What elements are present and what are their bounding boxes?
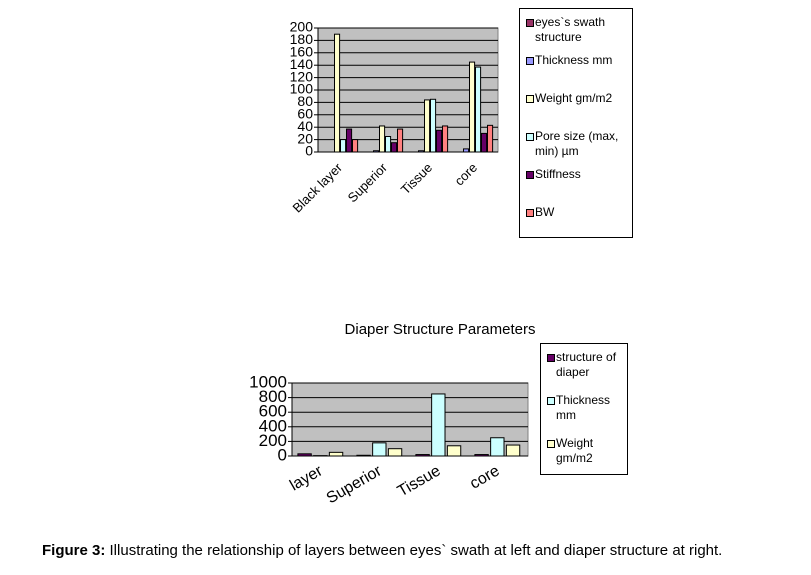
legend-label: structure of diaper xyxy=(556,350,617,379)
legend-swatch xyxy=(526,57,534,65)
legend-swatch xyxy=(547,440,555,448)
bar xyxy=(356,454,371,457)
bar xyxy=(442,125,449,153)
caption-label: Figure 3: xyxy=(42,542,106,559)
bar xyxy=(430,98,437,153)
bar xyxy=(475,66,482,153)
x-tick-label: core xyxy=(467,462,503,492)
x-tick-label: layer xyxy=(287,462,326,494)
bar xyxy=(463,148,470,153)
y-tick-label: 400 xyxy=(259,416,287,435)
legend-entry: Pore size (max, min) µm xyxy=(526,129,628,159)
bar xyxy=(446,445,462,457)
legend-label: Pore size (max, min) µm xyxy=(535,129,619,158)
y-tick-label: 180 xyxy=(290,31,314,47)
x-tick-label: Superior xyxy=(345,159,391,205)
y-tick-label: 600 xyxy=(259,402,287,421)
legend-swatch xyxy=(526,95,534,103)
bar xyxy=(418,150,425,153)
legend-label: Stiffness xyxy=(535,167,581,181)
y-tick-label: 100 xyxy=(290,81,314,97)
legend-label: BW xyxy=(535,205,555,219)
legend-entry: Weight gm/m2 xyxy=(526,91,628,106)
bar xyxy=(352,139,359,153)
bar xyxy=(391,142,398,153)
bar xyxy=(340,139,347,153)
legend: structure of diaper Thickness mm Weight gm… xyxy=(540,343,628,475)
legend-label: Thickness mm xyxy=(535,53,613,67)
bar xyxy=(487,124,494,153)
bar xyxy=(346,128,353,153)
bar xyxy=(505,444,521,457)
y-tick-label: 140 xyxy=(290,56,314,72)
chart-title: Diaper Structure Parameters xyxy=(345,321,536,338)
y-tick-label: 120 xyxy=(290,68,314,84)
bar xyxy=(481,132,488,153)
bar xyxy=(490,437,505,457)
legend-swatch xyxy=(526,133,534,141)
x-tick-label: Tissue xyxy=(398,160,435,197)
bar xyxy=(334,33,341,153)
y-tick-label: 800 xyxy=(259,387,287,406)
y-tick-label: 80 xyxy=(297,93,313,109)
legend-label: Thickness mm xyxy=(556,393,611,422)
bar xyxy=(397,128,404,153)
legend-swatch xyxy=(526,209,534,217)
y-tick-label: 60 xyxy=(297,106,313,122)
x-tick-label: core xyxy=(452,160,480,188)
bar xyxy=(373,150,380,153)
bar xyxy=(431,393,446,457)
legend-label: eyes`s swath structure xyxy=(535,15,606,44)
x-tick-label: Superior xyxy=(324,462,385,507)
legend-entry: Thickness mm xyxy=(526,53,628,68)
bar xyxy=(297,453,312,457)
legend: eyes`s swath structure Thickness mm Weight… xyxy=(519,8,633,238)
y-tick-label: 1000 xyxy=(249,372,287,391)
legend-entry: BW xyxy=(526,205,628,220)
y-tick-label: 20 xyxy=(297,130,313,146)
bar xyxy=(424,99,431,153)
legend-swatch xyxy=(547,397,555,405)
bar xyxy=(469,61,476,153)
bar xyxy=(328,451,344,457)
bar xyxy=(385,136,392,153)
bar xyxy=(436,129,443,153)
bar xyxy=(372,442,387,457)
y-tick-label: 0 xyxy=(305,143,313,159)
legend-label: Weight gm/m2 xyxy=(556,436,594,465)
bar xyxy=(474,454,489,457)
y-tick-label: 160 xyxy=(290,44,314,60)
legend-entry: Thickness mm xyxy=(547,393,623,423)
y-tick-label: 200 xyxy=(259,431,287,450)
legend-entry: Weight gm/m2 xyxy=(547,436,623,466)
y-tick-label: 0 xyxy=(278,445,287,464)
bar xyxy=(387,448,403,457)
legend-swatch xyxy=(526,19,534,27)
figure-caption: Figure 3: Illustrating the relationship … xyxy=(42,542,722,559)
bar xyxy=(379,125,386,153)
legend-swatch xyxy=(547,354,555,362)
legend-label: Weight gm/m2 xyxy=(535,91,613,105)
legend-entry: eyes`s swath structure xyxy=(526,15,628,45)
y-tick-label: 40 xyxy=(297,118,313,134)
legend-swatch xyxy=(526,171,534,179)
y-tick-label: 200 xyxy=(290,19,314,35)
bar xyxy=(415,454,430,457)
legend-entry: Stiffness xyxy=(526,167,628,182)
x-tick-label: Black layer xyxy=(289,159,345,215)
legend-entry: structure of diaper xyxy=(547,350,623,380)
x-tick-label: Tissue xyxy=(395,462,444,500)
caption-text: Illustrating the relationship of layers … xyxy=(109,542,723,559)
